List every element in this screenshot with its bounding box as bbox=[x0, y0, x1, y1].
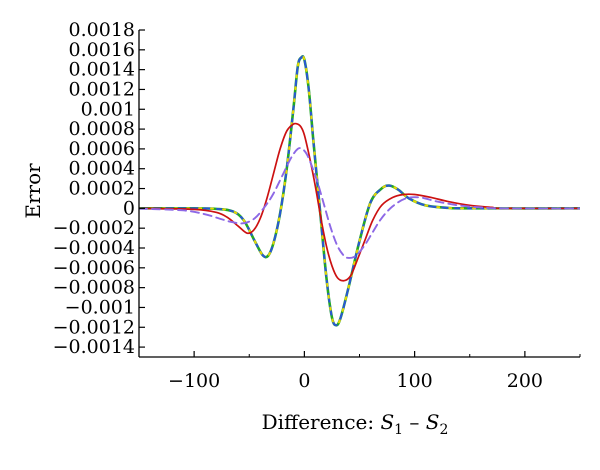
x-ticks: −100 0 100 200 bbox=[138, 351, 581, 392]
series-line-4 bbox=[139, 122, 580, 282]
y-tick-label: 0.0004 bbox=[69, 158, 135, 180]
x-tick-label: 100 bbox=[396, 370, 432, 392]
x-axis-title-s1: S bbox=[380, 410, 394, 434]
series-layer bbox=[139, 55, 580, 327]
y-tick-label: 0.0012 bbox=[69, 78, 135, 100]
y-tick-label: 0.0002 bbox=[69, 178, 135, 200]
y-tick-label: −0.0012 bbox=[53, 316, 135, 338]
y-tick-label: 0.0006 bbox=[69, 138, 135, 160]
y-tick-label: 0.0018 bbox=[69, 19, 135, 41]
y-ticks: 0.00180.00160.00140.00120.0010.00080.000… bbox=[53, 19, 145, 358]
series-line-3 bbox=[139, 55, 580, 327]
y-tick-label: −0.0004 bbox=[53, 237, 135, 259]
series-line-1 bbox=[139, 55, 580, 327]
x-axis-title-s2: S bbox=[426, 410, 440, 434]
x-axis-title-s2-sub: 2 bbox=[440, 422, 449, 438]
y-tick-label: −0.0002 bbox=[53, 217, 135, 239]
x-tick-label: 200 bbox=[507, 370, 543, 392]
y-tick-label: 0.0008 bbox=[69, 118, 135, 140]
y-tick-label: 0.0016 bbox=[69, 39, 135, 61]
series-line-2 bbox=[139, 55, 580, 327]
y-tick-label: −0.0008 bbox=[53, 277, 135, 299]
x-axis-title: Difference: S1 – S2 bbox=[262, 410, 449, 438]
x-axis-title-prefix: Difference: bbox=[262, 410, 381, 434]
x-tick-label: −100 bbox=[168, 370, 220, 392]
x-axis-title-s1-sub: 1 bbox=[394, 422, 403, 438]
y-tick-label: −0.0006 bbox=[53, 257, 135, 279]
x-axis-title-minus: – bbox=[403, 410, 426, 434]
series-line-5 bbox=[139, 147, 580, 259]
x-tick-label: 0 bbox=[298, 370, 310, 392]
y-tick-label: −0.001 bbox=[65, 296, 135, 318]
y-tick-label: 0.0014 bbox=[69, 59, 135, 81]
y-tick-label: 0 bbox=[123, 197, 135, 219]
y-tick-label: −0.0014 bbox=[53, 336, 135, 358]
y-axis-title: Error bbox=[21, 163, 45, 219]
plot-area: −100 0 100 200 0.00180.00160.00140.00120.00… bbox=[53, 19, 581, 392]
y-tick-label: 0.001 bbox=[81, 98, 135, 120]
